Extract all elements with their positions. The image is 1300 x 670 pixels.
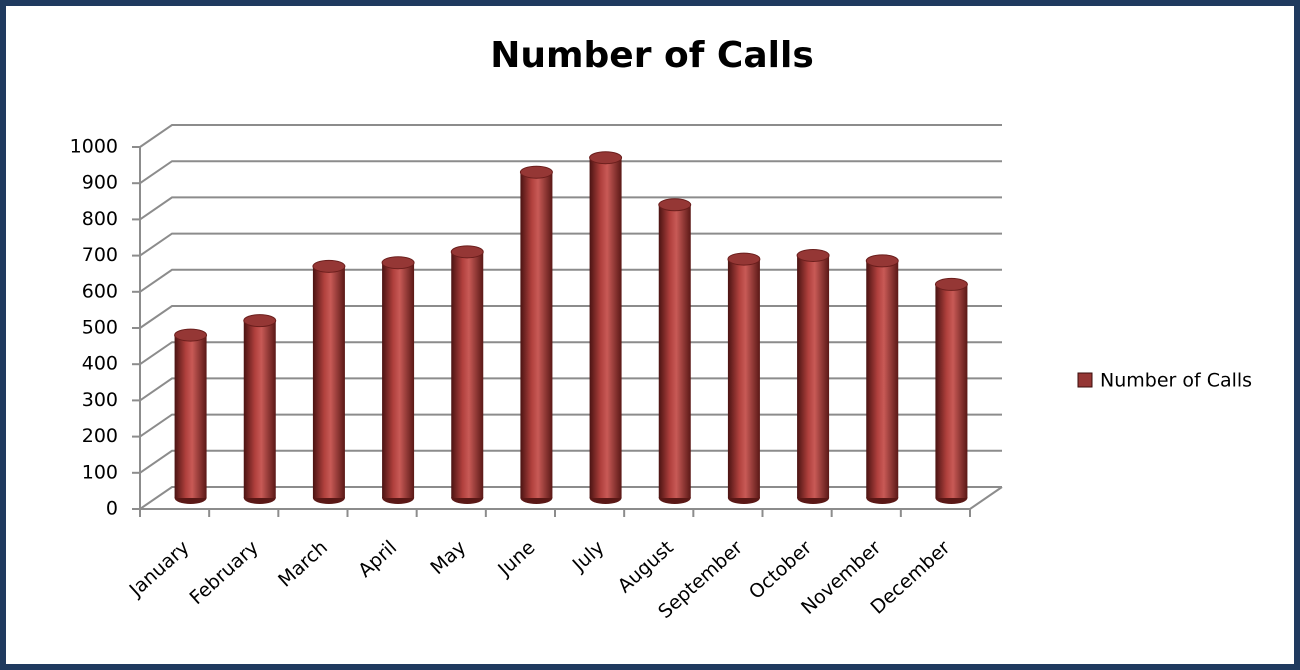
bar-cap: [519, 165, 553, 179]
grid-line: [139, 341, 1002, 366]
y-tick-label: 700: [82, 244, 118, 266]
bar: [935, 284, 968, 498]
bar: [727, 259, 760, 498]
y-tick-label: 0: [106, 498, 118, 520]
y-tick-label: 300: [82, 389, 118, 411]
grid-line: [139, 232, 1002, 257]
chart-title: Number of Calls: [490, 35, 814, 76]
bar: [520, 172, 553, 498]
bar: [174, 335, 207, 498]
bar: [382, 262, 415, 498]
grid-line: [139, 377, 1002, 402]
bar: [658, 204, 691, 498]
grid-line: [139, 268, 1002, 293]
grid-line: [139, 305, 1002, 329]
grid-line: [139, 486, 1002, 510]
bar-cap: [381, 256, 415, 270]
bar-cap: [450, 245, 484, 259]
y-tick-label: 500: [82, 317, 118, 339]
bar-cap: [243, 314, 277, 328]
bar: [312, 266, 345, 498]
y-tick-label: 600: [82, 280, 118, 302]
legend-swatch: [1077, 372, 1093, 388]
bar-cap: [312, 259, 346, 273]
grid-line: [139, 449, 1002, 474]
y-tick-label: 1000: [70, 136, 118, 158]
y-tick-label: 200: [82, 425, 118, 447]
bar-cap: [658, 198, 692, 212]
grid-line: [139, 196, 1002, 221]
y-tick-label: 100: [82, 461, 118, 483]
bar: [589, 157, 622, 498]
bar-cap: [865, 254, 899, 268]
y-tick-label: 800: [82, 208, 118, 230]
bar-cap: [727, 252, 761, 266]
bar: [866, 260, 899, 498]
bar: [797, 255, 830, 498]
bar-cap: [174, 328, 208, 342]
y-tick-label: 900: [82, 172, 118, 194]
legend-label: Number of Calls: [1100, 370, 1252, 392]
grid-line: [139, 160, 1002, 185]
grid-line: [139, 124, 1002, 148]
bar-cap: [589, 151, 623, 165]
grid-line: [139, 413, 1002, 438]
bar: [243, 320, 276, 498]
bar: [451, 251, 484, 498]
bar-cap: [934, 277, 968, 291]
bar-cap: [796, 248, 830, 262]
y-tick-label: 400: [82, 353, 118, 375]
